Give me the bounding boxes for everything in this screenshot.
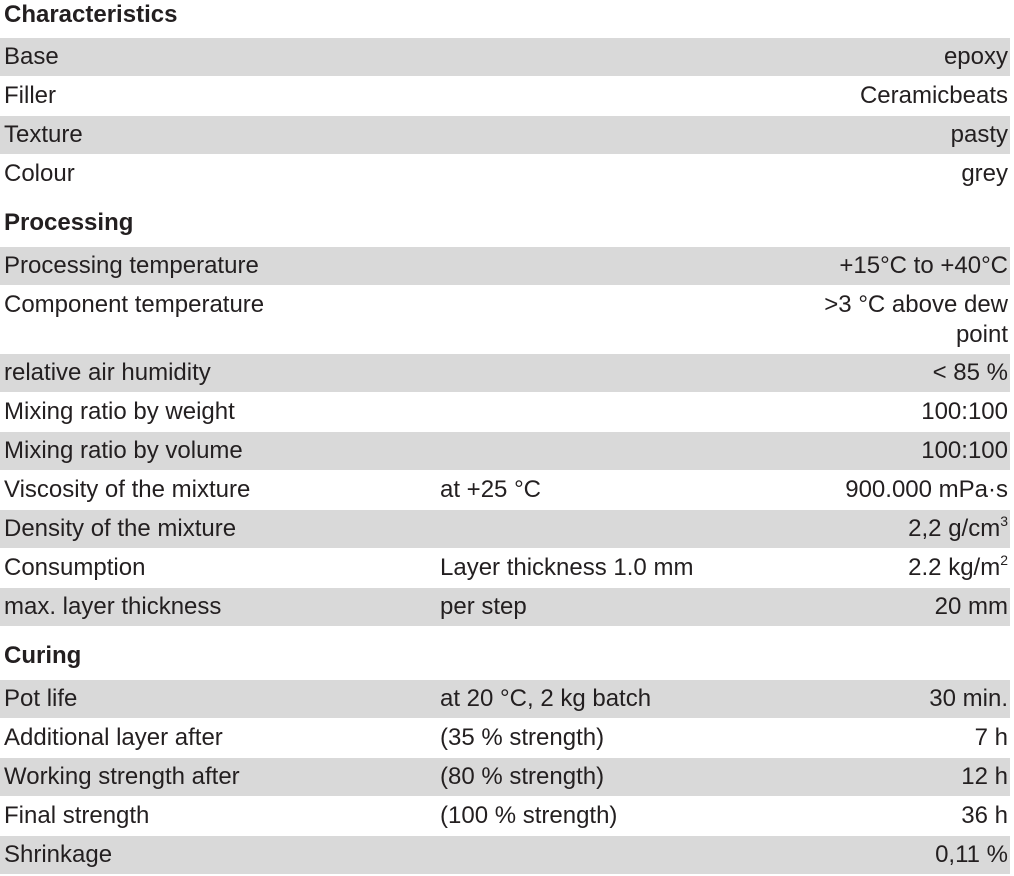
row-shading (0, 247, 1010, 285)
section-heading: Processing (0, 194, 1014, 247)
table-row: Consumption Layer thickness 1.0 mm 2.2 k… (0, 549, 1010, 588)
row-shading (0, 680, 1010, 718)
property-value: 100:100 (921, 393, 1008, 431)
value-text: 100:100 (921, 437, 1008, 464)
property-condition: at 20 °C, 2 kg batch (440, 685, 652, 712)
section-heading: Characteristics (0, 0, 1014, 38)
property-value: grey (961, 155, 1008, 193)
property-condition: Layer thickness 1.0 mm (440, 554, 694, 581)
table-row: Base epoxy (0, 38, 1010, 77)
table-row: Colour grey (0, 155, 1010, 194)
table-row: Additional layer after (35 % strength) 7… (0, 719, 1010, 758)
property-label: Shrinkage (4, 841, 113, 868)
property-label: Base (4, 43, 59, 70)
property-condition: at +25 °C (440, 476, 541, 503)
property-label: Additional layer after (4, 724, 223, 751)
row-shading (0, 432, 1010, 470)
row-shading (0, 836, 1010, 874)
value-text: pasty (950, 121, 1008, 148)
table-row: Filler Ceramicbeats (0, 77, 1010, 116)
property-value: 7 h (975, 719, 1008, 757)
value-text: grey (961, 160, 1008, 187)
property-label: Processing temperature (4, 252, 259, 279)
property-label: max. layer thickness (4, 593, 222, 620)
value-text: 12 h (961, 763, 1008, 790)
table-row: Component temperature >3 °C above dew po… (0, 286, 1010, 354)
value-text: +15°C to +40°C (839, 252, 1008, 279)
row-shading (0, 38, 1010, 76)
property-value: 2.2 kg/m2 (908, 549, 1008, 587)
table-row: Viscosity of the mixture at +25 °C 900.0… (0, 471, 1010, 510)
property-label: Pot life (4, 685, 78, 712)
table-row: Density of the mixture 2,2 g/cm3 (0, 510, 1010, 549)
property-value: epoxy (944, 38, 1008, 76)
value-text: 2,2 g/cm (908, 515, 1001, 542)
property-label: Final strength (4, 802, 150, 829)
property-value: 0,11 % (935, 836, 1008, 874)
property-label: Component temperature (4, 291, 265, 318)
section-heading: Curing (0, 627, 1014, 680)
property-label: Viscosity of the mixture (4, 476, 251, 503)
value-superscript: 3 (1000, 513, 1008, 529)
row-shading (0, 588, 1010, 626)
property-label: Colour (4, 160, 75, 187)
value-text: 100:100 (921, 398, 1008, 425)
table-row: Pot life at 20 °C, 2 kg batch 30 min. (0, 680, 1010, 719)
property-value: +15°C to +40°C (839, 247, 1008, 285)
property-label: Density of the mixture (4, 515, 237, 542)
value-text: 20 mm (934, 593, 1008, 620)
property-label: Consumption (4, 554, 146, 581)
property-value: >3 °C above dew point (778, 290, 1008, 350)
row-shading (0, 354, 1010, 392)
value-text: 7 h (974, 724, 1008, 751)
property-condition: (100 % strength) (440, 802, 618, 829)
property-label: Filler (4, 82, 56, 109)
property-condition: (80 % strength) (440, 763, 605, 790)
section-title: Characteristics (4, 1, 178, 28)
section-title: Processing (4, 209, 134, 236)
property-value: 30 min. (929, 680, 1008, 718)
table-row: Shrinkage 0,11 % (0, 836, 1010, 875)
property-value: 36 h (961, 797, 1008, 835)
table-row: Mixing ratio by volume 100:100 (0, 432, 1010, 471)
property-condition: (35 % strength) (440, 724, 605, 751)
property-label: relative air humidity (4, 359, 211, 386)
property-value: 2,2 g/cm3 (908, 510, 1008, 548)
property-value: pasty (951, 116, 1008, 154)
property-label: Mixing ratio by volume (4, 437, 243, 464)
value-text: Ceramicbeats (859, 82, 1008, 109)
row-shading (0, 510, 1010, 548)
row-shading (0, 116, 1010, 154)
value-text: 30 min. (929, 685, 1008, 712)
property-value: 20 mm (935, 588, 1008, 626)
value-text: 2.2 kg/m (908, 554, 1001, 581)
property-value: Ceramicbeats (860, 77, 1008, 115)
property-value: 900.000 mPa·s (845, 471, 1008, 509)
value-text: 0,11 % (935, 841, 1008, 868)
property-label: Working strength after (4, 763, 240, 790)
section-title: Curing (4, 642, 82, 669)
table-row: Working strength after (80 % strength) 1… (0, 758, 1010, 797)
value-text: 900.000 mPa·s (845, 476, 1008, 503)
value-text: >3 °C above dew point (824, 291, 1008, 348)
table-row: Final strength (100 % strength) 36 h (0, 797, 1010, 836)
value-text: 36 h (961, 802, 1008, 829)
table-row: Processing temperature +15°C to +40°C (0, 247, 1010, 286)
property-label: Texture (4, 121, 83, 148)
property-value: 12 h (961, 758, 1008, 796)
property-value: < 85 % (933, 354, 1008, 392)
property-value: 100:100 (921, 432, 1008, 470)
value-text: < 85 % (932, 359, 1008, 386)
property-condition: per step (440, 593, 527, 620)
table-row: max. layer thickness per step 20 mm (0, 588, 1010, 627)
property-label: Mixing ratio by weight (4, 398, 235, 425)
value-superscript: 2 (1000, 552, 1008, 568)
row-shading (0, 758, 1010, 796)
table-row: Mixing ratio by weight 100:100 (0, 393, 1010, 432)
value-text: epoxy (943, 43, 1008, 70)
table-row: relative air humidity < 85 % (0, 354, 1010, 393)
table-row: Texture pasty (0, 116, 1010, 155)
